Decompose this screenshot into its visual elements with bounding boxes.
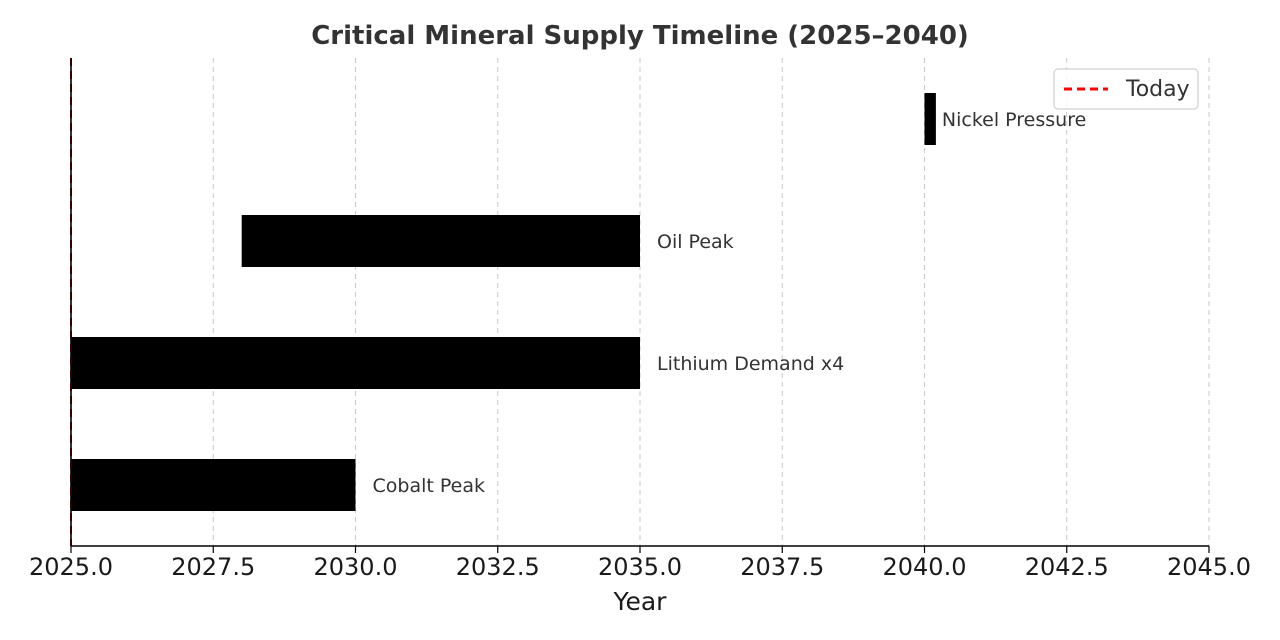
x-tick-label: 2030.0: [314, 553, 398, 581]
x-tick-label: 2037.5: [740, 553, 824, 581]
bar-oil-peak: [241, 215, 640, 267]
x-tick-label: 2040.0: [883, 553, 967, 581]
bar-label: Oil Peak: [657, 231, 734, 253]
axes: [70, 58, 1210, 553]
legend: Today: [1053, 68, 1199, 110]
x-axis-label: Year: [613, 587, 668, 616]
bar-nickel-pressure: [924, 93, 936, 145]
chart-title: Critical Mineral Supply Timeline (2025–2…: [311, 21, 969, 51]
bar-label: Cobalt Peak: [373, 475, 485, 497]
bar-lithium-demand-x4: [71, 337, 640, 389]
x-tick-label: 2042.5: [1025, 553, 1109, 581]
x-tick-label: 2027.5: [171, 553, 255, 581]
x-tick-label: 2035.0: [598, 553, 682, 581]
legend-box: [1053, 68, 1199, 110]
x-tick-labels: 2025.0 2027.5 2030.0 2032.5 2035.0 2037.5 2040…: [29, 553, 1251, 581]
bars: Cobalt Peak Lithium Demand x4 Oil Peak Nick…: [71, 93, 1086, 511]
legend-today-label: Today: [1125, 77, 1190, 102]
bar-cobalt-peak: [71, 459, 356, 511]
bar-label: Nickel Pressure: [942, 109, 1086, 131]
x-tick-label: 2025.0: [29, 553, 113, 581]
x-tick-label: 2045.0: [1167, 553, 1251, 581]
x-tick-label: 2032.5: [456, 553, 540, 581]
bar-label: Lithium Demand x4: [657, 353, 844, 375]
